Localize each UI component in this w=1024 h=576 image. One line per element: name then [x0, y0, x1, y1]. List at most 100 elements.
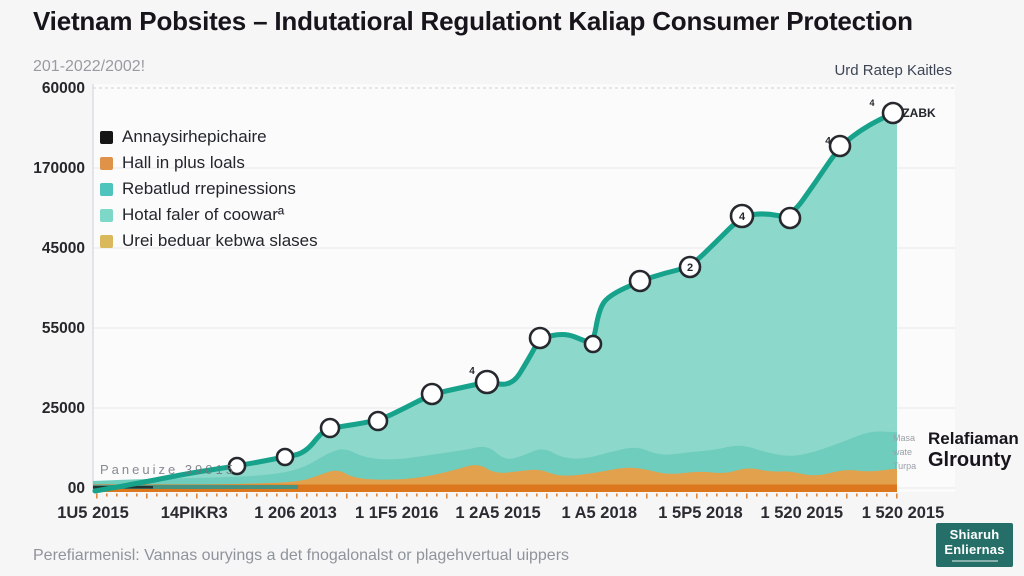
x-tick-mark: [846, 493, 848, 499]
x-tick-label: 1U5 2015: [57, 504, 129, 522]
x-tick-mark: [326, 493, 328, 497]
x-tick-mark: [276, 493, 278, 497]
data-point-marker: [778, 206, 802, 230]
bottom-band: [93, 484, 897, 492]
x-tick-mark: [286, 493, 288, 497]
x-tick-mark: [136, 493, 138, 497]
x-tick-mark: [266, 493, 268, 497]
x-tick-mark: [506, 493, 508, 497]
x-tick-mark: [786, 493, 788, 497]
legend-item: Annaysirhepichaire: [100, 127, 318, 147]
x-tick-mark: [406, 493, 408, 497]
x-tick-mark: [456, 493, 458, 497]
x-tick-mark: [686, 493, 688, 497]
brand-badge-rule: [951, 560, 998, 563]
right-annotation: Masa wate Turpa Relafiaman Glrounty: [893, 428, 1024, 471]
legend-label: Hotal faler of coowarª: [122, 205, 285, 224]
x-tick-mark: [306, 493, 308, 497]
right-annotation-small-text: wate: [893, 447, 913, 457]
legend-swatch-icon: [100, 208, 113, 222]
point-label: 2: [687, 262, 693, 274]
x-tick-mark: [316, 493, 318, 497]
x-tick-mark: [636, 493, 638, 497]
x-tick-label: 1 206 2013: [254, 504, 337, 522]
x-tick-mark: [656, 493, 658, 497]
x-tick-mark: [206, 493, 208, 497]
data-point-marker: [420, 382, 444, 406]
data-point-marker: [528, 326, 552, 350]
x-tick-mark: [706, 493, 708, 497]
x-tick-mark: [606, 493, 608, 497]
x-tick-label: 1 5P5 2018: [658, 504, 742, 522]
brand-badge: Shiaruh Enliernas: [936, 523, 1013, 567]
x-tick-mark: [806, 493, 808, 497]
point-label: ZABK: [902, 106, 936, 120]
data-point-marker: [474, 369, 500, 395]
x-tick-mark: [246, 493, 248, 499]
x-tick-mark: [386, 493, 388, 497]
x-tick-mark: [436, 493, 438, 497]
right-annotation-line2: Glrounty: [928, 449, 1012, 472]
x-tick-label: 1 520 2015: [760, 504, 843, 522]
x-tick-mark: [486, 493, 488, 497]
legend-label: Rebatlud rrepinessions: [122, 179, 296, 198]
x-tick-mark: [196, 493, 198, 499]
x-tick-mark: [796, 493, 798, 499]
data-point-marker: [367, 410, 389, 432]
dark-strip: [93, 485, 298, 489]
x-tick-mark: [756, 493, 758, 497]
x-tick-mark: [176, 493, 178, 497]
data-point-marker: [678, 255, 702, 279]
x-tick-mark: [696, 493, 698, 499]
x-tick-mark: [496, 493, 498, 499]
x-tick-mark: [186, 493, 188, 497]
right-annotation-small-text: Masa: [893, 433, 916, 443]
legend-item: Hotal faler of coowarª: [100, 205, 318, 225]
x-tick-mark: [826, 493, 828, 497]
secondary-area-fill: [93, 465, 897, 489]
x-tick-mark: [256, 493, 258, 497]
x-tick-mark: [586, 493, 588, 497]
x-tick-mark: [166, 493, 168, 497]
y-tick-label: 60000: [42, 80, 85, 97]
x-tick-mark: [646, 493, 648, 499]
x-tick-mark: [526, 493, 528, 497]
y-tick-label: 45000: [42, 240, 85, 257]
top-right-axis-label: Urd Ratep Kaitles: [834, 62, 952, 79]
x-tick-mark: [736, 493, 738, 497]
x-tick-mark: [596, 493, 598, 499]
x-tick-mark: [426, 493, 428, 497]
legend-swatch-icon: [100, 234, 113, 248]
x-tick-mark: [716, 493, 718, 497]
x-tick-label: 1 A5 2018: [561, 504, 637, 522]
data-point-marker: [275, 447, 295, 467]
x-tick-mark: [366, 493, 368, 497]
data-point-marker: [828, 134, 852, 158]
main-area-fill: [95, 113, 897, 492]
legend-label: Urei beduar kebwa slases: [122, 231, 318, 250]
legend-label: Annaysirhepichaire: [122, 127, 267, 146]
legend-item: Rebatlud rrepinessions: [100, 179, 318, 199]
x-tick-mark: [546, 493, 548, 499]
x-tick-mark: [516, 493, 518, 497]
x-tick-label: 14PIKR3: [161, 504, 228, 522]
x-tick-mark: [116, 493, 118, 497]
x-tick-mark: [126, 493, 128, 497]
x-tick-mark: [566, 493, 568, 497]
x-tick-mark: [896, 493, 898, 499]
right-annotation-small-text: Turpa: [893, 461, 917, 471]
legend-swatch-icon: [100, 130, 113, 144]
chart-legend: Annaysirhepichaire Hall in plus loals Reba…: [100, 127, 318, 251]
x-tick-label: 1 2A5 2015: [455, 504, 540, 522]
x-tick-mark: [376, 493, 378, 497]
x-tick-mark: [146, 493, 148, 499]
x-tick-mark: [766, 493, 768, 497]
x-tick-label: 1 1F5 2016: [355, 504, 438, 522]
x-tick-mark: [866, 493, 868, 497]
right-annotation-line1: Relafiaman: [928, 429, 1019, 448]
x-tick-mark: [576, 493, 578, 497]
x-tick-mark: [106, 493, 108, 497]
x-tick-mark: [886, 493, 888, 497]
data-point-marker: [881, 101, 905, 125]
